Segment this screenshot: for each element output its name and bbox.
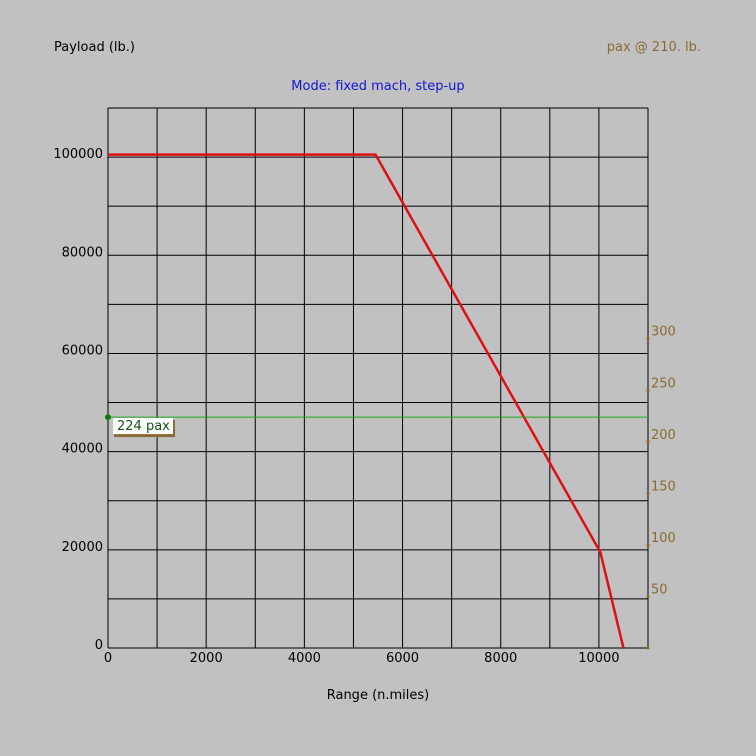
pax-marker-handle[interactable] (105, 414, 111, 421)
pax-tick-label: 300 (651, 325, 676, 340)
y-axis-title: Payload (lb.) (54, 40, 135, 55)
series-layer (108, 153, 625, 649)
y-tick-label: 60000 (62, 343, 103, 358)
mode-label: Mode: fixed mach, step-up (291, 79, 465, 94)
pax-axis: 50 100 150 200 250 300 (646, 325, 676, 650)
payload-range-line (108, 153, 625, 649)
x-tick-label: 4000 (288, 651, 321, 666)
pax-tick-mark (646, 491, 650, 495)
pax-tick-label: 50 (651, 582, 668, 597)
y-tick-label: 80000 (62, 245, 103, 260)
pax-tick-mark (646, 440, 650, 444)
x-axis-title: Range (n.miles) (326, 688, 430, 703)
pax-tick-mark (646, 543, 650, 547)
y-tick-labels: 0 20000 40000 60000 80000 100000 (53, 147, 103, 653)
pax-marker-layer[interactable]: 224 pax (105, 414, 648, 438)
pax-tick-mark (646, 646, 650, 650)
pax-weight-label: pax @ 210. lb. (606, 40, 701, 55)
pax-tick-label: 100 (651, 531, 676, 546)
x-tick-label: 2000 (190, 651, 223, 666)
x-tick-label: 10000 (578, 651, 619, 666)
x-tick-label: 0 (104, 651, 112, 666)
pax-tick-mark (646, 337, 650, 341)
pax-tick-label: 200 (651, 428, 676, 443)
x-tick-label: 8000 (484, 651, 517, 666)
pax-label-box (113, 418, 173, 435)
pax-tick-mark (646, 594, 650, 599)
grid (107, 107, 649, 649)
x-tick-label: 6000 (386, 651, 419, 666)
y-tick-label: 40000 (62, 442, 103, 457)
pax-tick-label: 150 (651, 479, 676, 494)
y-tick-label: 20000 (62, 540, 103, 555)
pax-label-text: 224 pax (117, 419, 170, 434)
x-tick-labels: 0 2000 4000 6000 8000 10000 (104, 651, 620, 666)
y-tick-label: 0 (95, 638, 103, 653)
y-tick-label: 100000 (53, 147, 103, 162)
pax-tick-label: 250 (651, 376, 676, 391)
pax-tick-mark (646, 388, 650, 392)
